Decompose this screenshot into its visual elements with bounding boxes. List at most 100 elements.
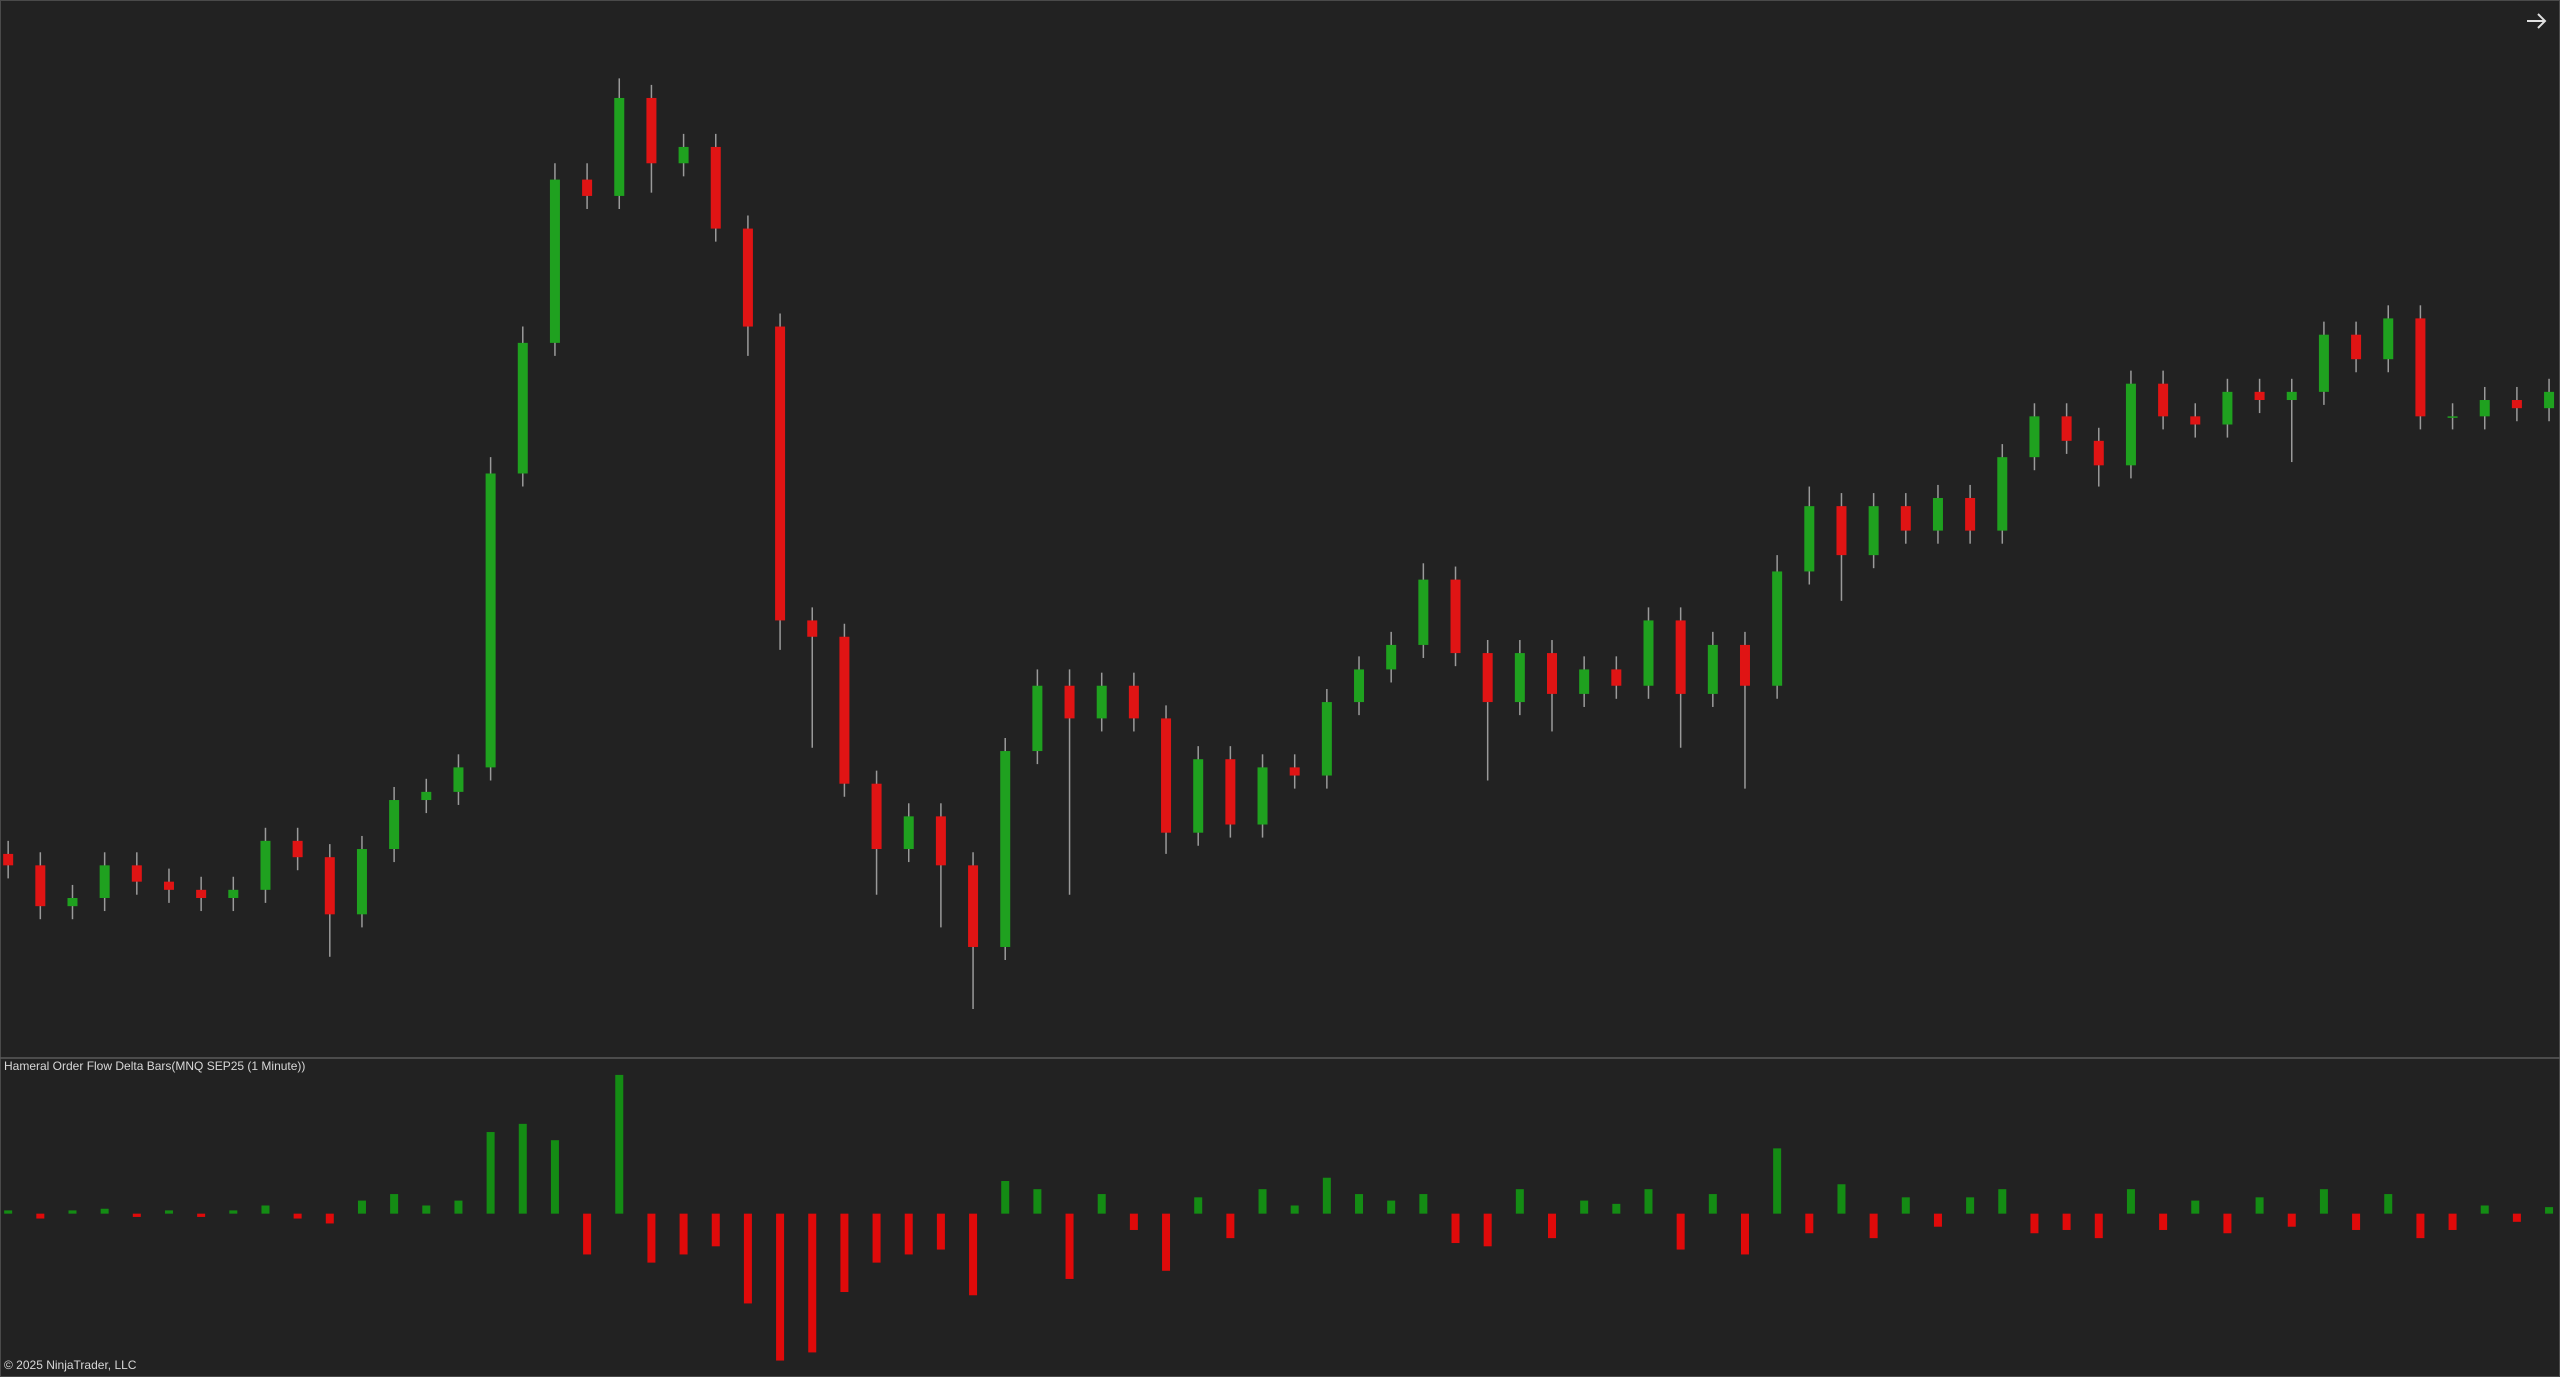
delta-bar — [1933, 1213, 1942, 1227]
delta-bar — [2159, 1213, 2168, 1230]
delta-bar — [904, 1213, 913, 1255]
candle-body — [710, 146, 721, 229]
candle-body — [131, 865, 142, 882]
delta-bar — [1355, 1194, 1364, 1214]
delta-bar — [1451, 1213, 1460, 1244]
candle-body — [2125, 383, 2136, 466]
delta-bar — [164, 1210, 173, 1214]
delta-bar — [1033, 1189, 1042, 1214]
candle-body — [678, 146, 689, 164]
delta-bar — [36, 1213, 45, 1219]
delta-bar — [1001, 1181, 1010, 1214]
delta-bar — [2287, 1213, 2296, 1227]
delta-bar — [390, 1194, 399, 1214]
candle-body — [2254, 391, 2265, 401]
candle-body — [903, 816, 914, 850]
delta-bar — [2030, 1213, 2039, 1234]
delta-bar — [2094, 1213, 2103, 1239]
candle-body — [1450, 579, 1461, 654]
delta-bar — [1676, 1213, 1685, 1250]
delta-bar — [1773, 1148, 1782, 1214]
copyright: © 2025 NinjaTrader, LLC — [4, 1358, 137, 1372]
candle-body — [775, 326, 786, 621]
delta-bar — [615, 1074, 624, 1214]
delta-bar — [1065, 1213, 1074, 1279]
delta-bar — [454, 1200, 463, 1214]
delta-bar — [969, 1213, 978, 1296]
delta-bar — [2126, 1189, 2135, 1214]
delta-bar — [840, 1213, 849, 1293]
delta-bar — [132, 1213, 141, 1217]
delta-bar — [679, 1213, 688, 1255]
candle-body — [1257, 767, 1268, 825]
delta-bar — [1644, 1189, 1653, 1214]
candle-body — [1965, 497, 1976, 531]
delta-bar — [1483, 1213, 1492, 1247]
candle-body — [1739, 644, 1750, 686]
candle-body — [1868, 506, 1879, 556]
delta-bar — [1837, 1184, 1846, 1214]
delta-bar — [1290, 1205, 1299, 1214]
indicator-title: Hameral Order Flow Delta Bars(MNQ SEP25 … — [4, 1059, 305, 1073]
candle-body — [292, 840, 303, 858]
candle-body — [582, 179, 593, 196]
delta-bar — [2191, 1200, 2200, 1214]
delta-bar — [2384, 1194, 2393, 1214]
delta-bar — [872, 1213, 881, 1263]
candle-body — [1900, 506, 1911, 531]
candle-body — [356, 849, 367, 915]
candle-body — [1193, 759, 1204, 833]
candle-body — [1418, 579, 1429, 645]
delta-bar — [2545, 1207, 2554, 1214]
candle-body — [1354, 669, 1365, 703]
delta-bar — [2319, 1189, 2328, 1214]
candle-body — [421, 791, 432, 801]
delta-bar — [2223, 1213, 2232, 1234]
delta-bar — [1966, 1197, 1975, 1214]
candle-body — [1675, 620, 1686, 694]
candle-body — [742, 228, 753, 327]
candle-body — [453, 767, 464, 792]
candle-body — [2318, 334, 2329, 392]
candle-body — [1128, 685, 1139, 719]
delta-bar — [711, 1213, 720, 1247]
delta-bar — [2416, 1213, 2425, 1239]
delta-bar — [229, 1210, 238, 1214]
expand-arrow[interactable] — [2527, 13, 2547, 29]
delta-bar — [1162, 1213, 1171, 1271]
candle-body — [1804, 506, 1815, 572]
candle-body — [99, 865, 110, 898]
price-pane — [3, 78, 2555, 1010]
candle-body — [1321, 702, 1332, 776]
candle-body — [1225, 759, 1236, 825]
delta-bar — [1869, 1213, 1878, 1239]
delta-bar — [4, 1210, 13, 1214]
candle-body — [646, 97, 657, 164]
candle-body — [2511, 400, 2522, 409]
delta-bar — [1515, 1189, 1524, 1214]
candle-body — [1932, 497, 1943, 531]
candle-body — [2544, 391, 2555, 409]
candle-body — [196, 889, 207, 898]
delta-bar — [293, 1213, 302, 1219]
delta-bar — [486, 1132, 495, 1214]
candle-body — [968, 865, 979, 947]
delta-bar — [936, 1213, 945, 1250]
delta-bar — [647, 1213, 656, 1263]
candle-body — [35, 865, 46, 907]
delta-bar — [808, 1213, 817, 1353]
delta-bar — [776, 1213, 785, 1361]
delta-bar — [583, 1213, 592, 1255]
candle-body — [1579, 669, 1590, 694]
candle-body — [1289, 767, 1300, 776]
candle-body — [1707, 644, 1718, 694]
delta-bar — [100, 1208, 109, 1214]
delta-bar — [1805, 1213, 1814, 1234]
candle-body — [614, 97, 625, 196]
delta-bar — [1580, 1200, 1589, 1214]
delta-bar — [1998, 1189, 2007, 1214]
delta-bar — [197, 1213, 206, 1217]
